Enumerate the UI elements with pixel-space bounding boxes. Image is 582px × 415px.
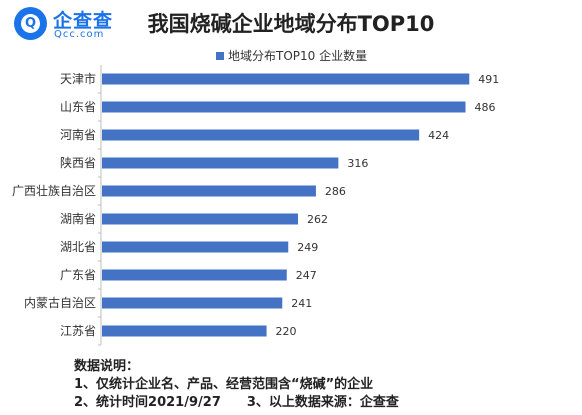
category-label: 山东省	[60, 100, 96, 114]
category-label: 河南省	[60, 127, 96, 142]
legend-swatch	[216, 51, 224, 60]
bar	[102, 101, 466, 113]
category-label: 内蒙古自治区	[24, 295, 96, 310]
category-label: 陕西省	[60, 155, 96, 170]
chart-title: 我国烧碱企业地域分布TOP10	[147, 12, 435, 36]
data-label: 249	[297, 241, 318, 254]
notes-heading: 数据说明：	[74, 359, 140, 374]
bar	[102, 157, 339, 169]
logo-name: 企查查	[53, 10, 114, 32]
category-label: 江苏省	[60, 324, 96, 338]
bar	[102, 241, 289, 253]
bar	[102, 73, 470, 85]
logo-glyph: Q	[24, 16, 37, 31]
data-label: 486	[475, 101, 496, 114]
category-label: 湖南省	[60, 211, 96, 226]
data-label: 220	[276, 325, 297, 338]
bar	[102, 129, 420, 141]
category-label: 湖北省	[60, 239, 96, 254]
category-label: 广东省	[60, 268, 96, 282]
qcc-logo: Q 企查查 Qcc.com	[14, 6, 139, 42]
bar	[102, 185, 316, 197]
logo-url: Qcc.com	[54, 29, 105, 40]
data-label: 491	[478, 73, 499, 86]
bar	[102, 269, 287, 281]
chart-legend: 地域分布TOP10 企业数量	[216, 47, 367, 64]
logo-ring-icon	[14, 7, 47, 40]
bar	[102, 325, 267, 337]
category-label: 广西壮族自治区	[12, 184, 96, 198]
data-label: 241	[291, 297, 312, 310]
data-label: 286	[325, 185, 346, 198]
data-label: 247	[296, 269, 317, 282]
notes-line-1: 1、仅统计企业名、产品、经营范围含“烧碱”的企业	[74, 377, 374, 392]
category-label: 天津市	[60, 71, 96, 86]
legend-label: 地域分布TOP10 企业数量	[228, 49, 368, 63]
notes-line-2: 2、统计时间2021/9/27 3、以上数据来源：企查查	[74, 395, 399, 410]
data-label: 316	[347, 157, 368, 170]
data-label: 424	[428, 129, 449, 142]
bar	[102, 297, 283, 309]
data-label: 262	[307, 213, 328, 226]
bar	[102, 213, 298, 225]
